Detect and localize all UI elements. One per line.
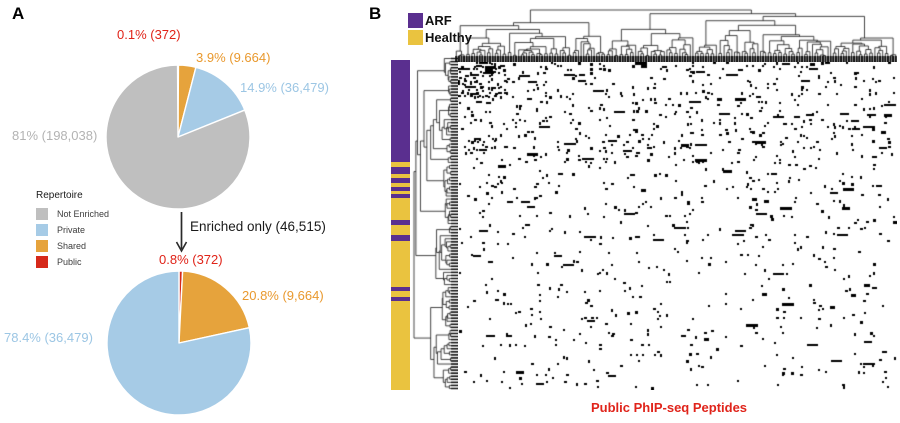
- column-dendrogram: [455, 8, 897, 62]
- legend-item-arf: ARF: [408, 13, 472, 28]
- panel-b-letter: B: [369, 4, 382, 23]
- legend-item-private: Private: [36, 224, 156, 236]
- row-annotation-segment-arf: [391, 60, 410, 162]
- repertoire-legend: Repertoire Not Enriched Private Shared P…: [36, 190, 156, 272]
- row-annotation-segment-arf: [391, 187, 410, 191]
- public-swatch-icon: [36, 256, 48, 268]
- row-annotation-segment-healthy: [391, 174, 410, 178]
- legend-label: Shared: [57, 241, 87, 251]
- row-dendrogram: [412, 57, 458, 390]
- row-annotation-segment-arf: [391, 235, 410, 241]
- not-enriched-swatch-icon: [36, 208, 48, 220]
- pie-label-public-enriched: 0.8% (372): [159, 252, 223, 267]
- row-annotation-segment-arf: [391, 178, 410, 183]
- row-annotation-segment-healthy: [391, 191, 410, 194]
- row-annotation-bar: [391, 60, 410, 390]
- row-annotation-segment-healthy: [391, 198, 410, 220]
- heatmap-canvas: [458, 62, 897, 390]
- row-annotation-segment-arf: [391, 194, 410, 198]
- row-annotation-segment-arf: [391, 167, 410, 174]
- legend-item-shared: Shared: [36, 240, 156, 252]
- heatmap-caption: Public PhIP-seq Peptides: [591, 400, 748, 415]
- row-annotation-segment-healthy: [391, 291, 410, 297]
- panel-a-letter: A: [12, 4, 25, 23]
- row-annotation-segment-healthy: [391, 301, 410, 390]
- row-annotation-segment-healthy: [391, 183, 410, 187]
- pie-label-private-total: 14.9% (36,479): [240, 80, 329, 95]
- enriched-only-label: Enriched only (46,515): [190, 219, 326, 234]
- row-annotation-segment-arf: [391, 220, 410, 225]
- legend-label: ARF: [425, 13, 452, 28]
- shared-swatch-icon: [36, 240, 48, 252]
- legend-label: Public: [57, 257, 82, 267]
- row-annotation-segment-arf: [391, 297, 410, 301]
- pie-label-public-total: 0.1% (372): [117, 27, 181, 42]
- down-arrow-icon: [175, 212, 188, 253]
- pie-label-notenriched-total: 81% (198,038): [12, 128, 98, 143]
- legend-item-not-enriched: Not Enriched: [36, 208, 156, 220]
- pie-label-shared-total: 3.9% (9.664): [196, 50, 271, 65]
- legend-label: Private: [57, 225, 86, 235]
- pie-chart-total-repertoire: [105, 64, 251, 210]
- arf-swatch-icon: [408, 13, 423, 28]
- pie-chart-enriched-only: [106, 270, 252, 416]
- healthy-swatch-icon: [408, 30, 423, 45]
- repertoire-legend-title: Repertoire: [36, 190, 83, 201]
- legend-label: Not Enriched: [57, 209, 110, 219]
- pie-label-shared-enriched: 20.8% (9,664): [242, 288, 324, 303]
- row-annotation-segment-healthy: [391, 162, 410, 167]
- private-swatch-icon: [36, 224, 48, 236]
- legend-item-public: Public: [36, 256, 156, 268]
- row-annotation-segment-arf: [391, 287, 410, 291]
- row-annotation-segment-healthy: [391, 241, 410, 287]
- pie-label-private-enriched: 78.4% (36,479): [4, 330, 93, 345]
- row-annotation-segment-healthy: [391, 225, 410, 235]
